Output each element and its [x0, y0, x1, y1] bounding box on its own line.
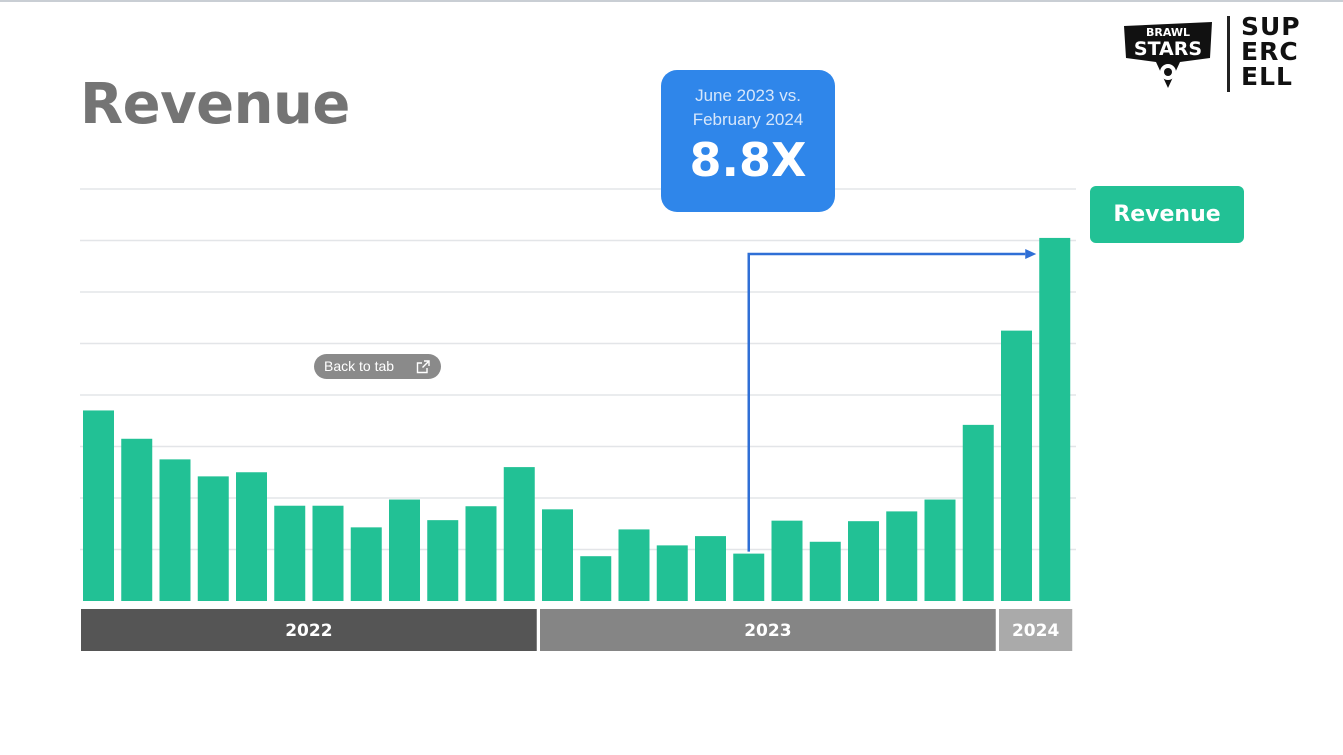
bar — [465, 506, 497, 601]
year-band — [540, 609, 996, 651]
bar — [1001, 330, 1032, 601]
year-axis: 2022 2023 2024 — [81, 609, 1073, 651]
top-border — [0, 0, 1343, 2]
bar — [886, 511, 918, 601]
svg-text:BRAWL: BRAWL — [1146, 26, 1190, 39]
bar — [121, 438, 153, 601]
supercell-logo: SUP ERC ELL — [1241, 12, 1301, 91]
bar — [274, 505, 306, 601]
logo-divider — [1227, 16, 1230, 92]
back-to-tab-button[interactable]: Back to tab — [314, 354, 441, 379]
year-band — [999, 609, 1073, 651]
bar — [503, 467, 535, 601]
bar — [312, 505, 344, 601]
bar — [350, 527, 382, 601]
bar — [542, 509, 573, 601]
comparison-arrow — [747, 249, 1037, 552]
external-link-icon — [416, 360, 430, 374]
bar — [771, 520, 803, 601]
bar — [197, 476, 229, 601]
bar — [618, 529, 650, 601]
comparison-callout: June 2023 vs. February 2024 8.8X — [661, 70, 835, 212]
bar — [580, 556, 612, 601]
bar — [848, 521, 879, 601]
bar — [924, 499, 956, 601]
gridlines — [80, 188, 1076, 551]
page-title: Revenue — [80, 72, 350, 137]
bar — [427, 520, 459, 601]
arrow-head — [1025, 249, 1037, 259]
legend-revenue: Revenue — [1090, 186, 1244, 243]
back-to-tab-label: Back to tab — [324, 358, 395, 374]
bar — [656, 545, 688, 601]
year-band — [81, 609, 537, 651]
callout-value: 8.8X — [689, 133, 807, 187]
bars — [83, 237, 1071, 602]
brawl-stars-logo: BRAWL STARS — [1124, 22, 1212, 88]
bar — [809, 541, 841, 601]
arrow-line — [747, 252, 1026, 552]
callout-subtitle: June 2023 vs. February 2024 — [692, 86, 804, 129]
bar — [236, 472, 267, 601]
bar — [962, 424, 994, 601]
svg-text:STARS: STARS — [1134, 38, 1202, 60]
year-label: 2023 — [744, 621, 791, 641]
year-label: 2024 — [1012, 621, 1059, 641]
bar — [159, 459, 191, 601]
bar — [733, 553, 765, 601]
bar — [695, 536, 726, 601]
year-label: 2022 — [285, 621, 332, 641]
bar — [83, 410, 114, 601]
bar — [389, 499, 420, 601]
bar — [1039, 237, 1071, 602]
